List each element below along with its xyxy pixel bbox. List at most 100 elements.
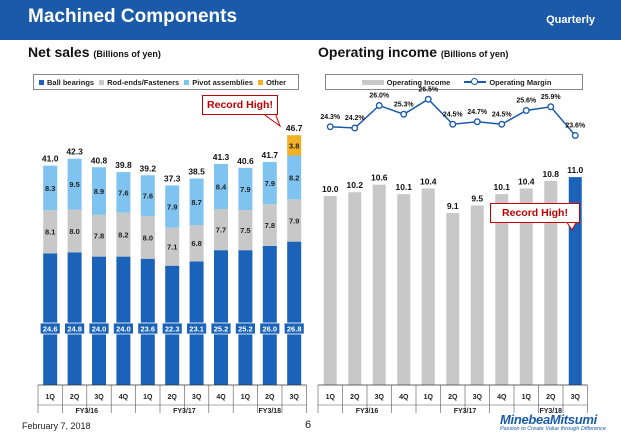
income-bar [470,205,484,385]
group-label: FY3/16 [76,408,99,415]
category-label: 3Q [192,394,202,401]
bar-segment [116,256,131,385]
segment-value-label: 7.8 [265,221,275,230]
category-label: 2Q [350,394,360,401]
legend-ball-swatch [39,79,44,85]
bar-segment [262,161,277,205]
margin-point [351,124,359,132]
margin-value-label: 26.5% [418,86,439,93]
category-label: 2Q [168,394,178,401]
segment-value-label: 8.2 [289,173,299,182]
legend-ball-bearings: Ball bearings [39,78,94,87]
margin-value-label: 24.3% [320,114,341,121]
segment-value-label: 8.4 [216,183,227,192]
legend-pivot-swatch [184,79,190,85]
bar-segment [287,155,302,200]
category-label: 1Q [326,394,336,401]
bar-segment [165,227,180,266]
legend-income-swatch [361,79,384,85]
total-value-label: 40.8 [91,155,108,165]
bar-segment [189,225,204,262]
category-label: 4Q [216,394,226,401]
legend-other-label: Other [266,77,287,87]
total-value-label: 37.3 [164,173,181,183]
margin-point [449,120,457,128]
company-logo: MinebeaMitsumi Passion to Create Value t… [500,412,615,434]
ball-value-label: 25.2 [214,325,229,334]
segment-value-label: 7.9 [240,185,250,194]
income-value-label: 11.0 [567,165,583,175]
net-sales-title-text: Net sales [28,44,90,60]
income-bar [421,188,435,385]
category-label: 3Q [290,394,300,401]
bar-segment [43,253,58,385]
ball-value-label: 24.0 [92,325,107,334]
category-label: 3Q [571,394,581,401]
income-bar [348,192,362,385]
income-value-label: 10.1 [395,182,412,192]
segment-value-label: 7.6 [143,192,153,201]
margin-value-label: 24.5% [443,111,464,118]
group-label: FY3/17 [454,408,477,415]
page-number: 6 [305,419,312,431]
category-label: 1Q [46,394,56,401]
segment-value-label: 8.0 [69,227,79,236]
segment-value-label: 7.9 [289,216,299,225]
margin-point [498,120,506,128]
ball-value-box [88,322,110,335]
income-bar [397,194,411,385]
total-value-label: 38.5 [188,166,205,176]
ball-value-label: 23.1 [189,325,204,334]
segment-value-label: 6.8 [191,239,201,248]
income-bar [495,194,509,385]
bar-segment [116,172,131,213]
ball-value-box [234,322,256,335]
ball-value-label: 24.8 [67,325,82,334]
segment-value-label: 8.9 [94,187,104,196]
margin-point [400,110,408,118]
segment-value-label: 7.9 [265,179,275,188]
income-value-label: 10.1 [493,182,510,192]
ball-value-label: 22.3 [165,325,180,334]
category-label: 2Q [70,394,80,401]
segment-value-label: 8.1 [45,228,55,237]
category-label: 4Q [399,394,409,401]
legend-pivot-label: Pivot assemblies [192,77,254,87]
bar-segment [140,175,155,216]
bar-segment [43,210,58,254]
bar-segment [67,252,82,385]
total-value-label: 41.3 [213,152,230,162]
ball-value-box [283,322,305,335]
bar-segment [238,167,253,211]
category-label: 1Q [522,394,532,401]
group-label: FY3/17 [173,408,196,415]
margin-point [326,123,334,131]
segment-value-label: 7.1 [167,243,177,252]
legend-pivot: Pivot assemblies [184,78,253,87]
total-value-label: 39.2 [140,163,157,173]
operating-income-legend: Operating Income Operating Margin [325,74,583,90]
bar-segment [165,185,180,228]
bar-segment [189,178,204,226]
legend-rod-label: Rod-ends/Fasteners [107,77,180,87]
bar-segment [238,250,253,385]
operating-income-title: Operating income (Billions of yen) [318,44,508,60]
legend-operating-income: Operating Income [361,78,450,87]
category-label: 3Q [94,394,104,401]
ball-value-label: 23.6 [140,325,155,334]
ball-value-box [161,322,183,335]
income-value-label: 10.8 [542,169,559,179]
segment-value-label: 7.8 [94,232,104,241]
legend-rod-swatch [99,79,105,85]
net-sales-unit: (Billions of yen) [93,49,161,59]
category-label: 2Q [546,394,556,401]
ball-value-label: 26.8 [287,325,302,334]
income-bar [372,184,386,385]
bar-segment [214,250,228,385]
ball-value-box [186,322,208,335]
margin-value-label: 24.2% [345,115,366,122]
bar-segment [287,241,302,385]
bar-segment [67,158,82,210]
margin-point [473,118,481,126]
margin-point [522,107,530,114]
